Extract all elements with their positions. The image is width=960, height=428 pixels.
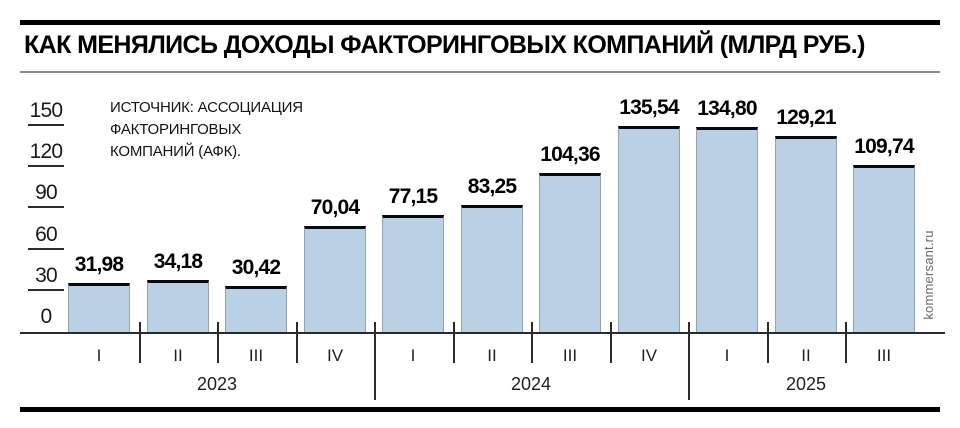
y-axis-tick-label: 120 <box>29 140 63 163</box>
year-separator-line <box>374 322 376 400</box>
year-label: 2023 <box>196 374 238 394</box>
bar-value-label: 83,25 <box>467 175 517 198</box>
y-axis-tick-label: 0 <box>40 305 53 328</box>
bar-value-label: 129,21 <box>776 106 836 129</box>
quarter-label: II <box>487 346 497 365</box>
y-axis-tick-label: 90 <box>35 181 58 204</box>
bar-value-label: 70,04 <box>310 196 360 219</box>
bar <box>775 136 837 332</box>
quarter-label: I <box>410 346 416 365</box>
bar-value-label: 77,15 <box>388 185 438 208</box>
bar-value-label: 104,36 <box>540 143 600 166</box>
bar <box>618 126 680 332</box>
year-separator-line <box>688 322 690 400</box>
quarter-tick-line <box>845 322 847 363</box>
bar <box>461 205 523 332</box>
quarter-label: IV <box>640 346 658 365</box>
quarter-tick-line <box>531 322 533 363</box>
year-label: 2024 <box>510 374 552 394</box>
y-axis-tick-label: 150 <box>29 99 63 122</box>
y-axis-tick-line <box>28 248 64 250</box>
bar <box>696 127 758 332</box>
bar <box>225 286 287 332</box>
bottom-rule <box>20 407 940 412</box>
quarter-label: III <box>876 346 892 365</box>
bar-value-label: 31,98 <box>74 253 124 276</box>
quarter-tick-line <box>453 322 455 363</box>
quarter-tick-line <box>296 322 298 363</box>
y-axis-tick-line <box>28 165 64 167</box>
bar <box>539 173 601 332</box>
y-axis-tick-line <box>28 206 64 208</box>
quarter-label: I <box>724 346 730 365</box>
watermark: kommersant.ru <box>921 230 936 320</box>
y-axis-tick-label: 30 <box>35 264 58 287</box>
bar <box>147 280 209 332</box>
quarter-tick-line <box>610 322 612 363</box>
source-note: ИСТОЧНИК: АССОЦИАЦИЯ ФАКТОРИНГОВЫХ КОМПА… <box>110 99 303 160</box>
bar-value-label: 30,42 <box>231 256 281 279</box>
bar-value-label: 109,74 <box>854 135 914 158</box>
y-axis-tick-line <box>28 289 64 291</box>
bar <box>304 226 366 332</box>
quarter-label: IV <box>326 346 344 365</box>
quarter-tick-line <box>767 322 769 363</box>
quarter-tick-line <box>139 322 141 363</box>
quarter-label: III <box>562 346 578 365</box>
y-axis-tick-label: 60 <box>35 223 58 246</box>
quarter-label: II <box>801 346 811 365</box>
title-divider <box>20 71 940 73</box>
bar-value-label: 134,80 <box>697 97 757 120</box>
bar <box>382 215 444 332</box>
quarter-label: I <box>96 346 102 365</box>
quarter-tick-line <box>217 322 219 363</box>
page-title: КАК МЕНЯЛИСЬ ДОХОДЫ ФАКТОРИНГОВЫХ КОМПАН… <box>24 31 865 59</box>
y-axis-tick-line <box>28 124 64 126</box>
bar <box>68 283 130 332</box>
top-rule <box>20 20 940 25</box>
bar-value-label: 34,18 <box>153 250 203 273</box>
quarter-label: II <box>173 346 183 365</box>
bar-value-label: 135,54 <box>619 96 679 119</box>
bar <box>853 165 915 332</box>
x-axis-line <box>20 332 945 334</box>
year-label: 2025 <box>785 374 827 394</box>
quarter-label: III <box>248 346 264 365</box>
